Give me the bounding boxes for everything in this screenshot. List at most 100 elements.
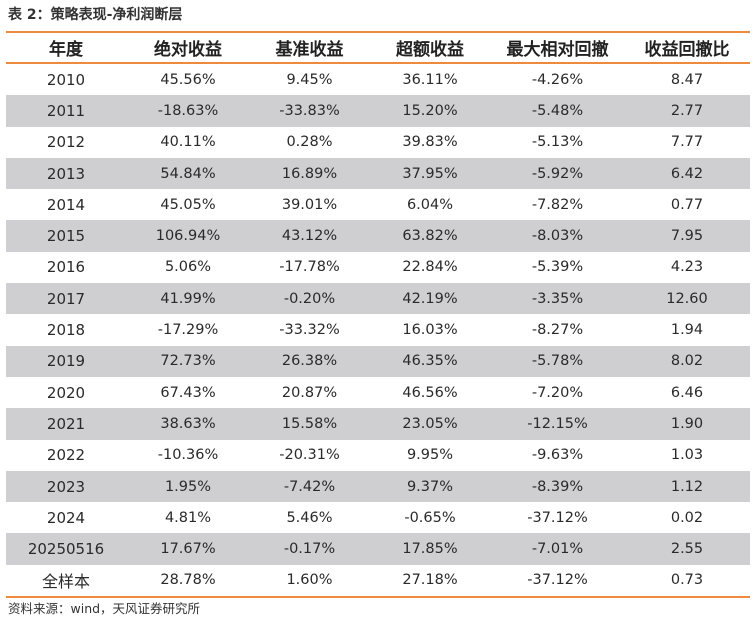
cell-max-relative-drawdown: -5.48% [491,95,624,127]
cell-max-relative-drawdown: -12.15% [491,408,624,440]
cell-year: 2012 [46,133,86,152]
cell-benchmark-return: 43.12% [250,220,369,252]
cell-year: 2011 [6,95,126,127]
cell-benchmark-return: -0.17% [250,533,369,565]
cell-max-relative-drawdown: -7.82% [531,196,584,213]
cell-year: 2014 [46,195,86,214]
cell-excess-return: 27.18% [369,564,491,599]
cell-max-relative-drawdown: -8.27% [531,322,584,339]
table-row: 2015 106.94% 43.12% 63.82% -8.03% 7.95 [6,220,750,252]
cell-return-drawdown-ratio: 6.46 [670,384,704,401]
cell-return-drawdown-ratio: 8.47 [670,71,704,88]
cell-year: 2016 [46,258,86,277]
table-row: 2012 40.11% 0.28% 39.83% -5.13% 7.77 [6,127,750,158]
cell-absolute-return: 28.78% [126,564,250,599]
cell-year: 2024 [46,508,86,527]
cell-year: 20250516 [6,533,126,565]
table-row: 2018 -17.29% -33.32% 16.03% -8.27% 1.94 [6,314,750,345]
cell-return-drawdown-ratio: 0.73 [624,564,750,599]
cell-year: 2010 [46,70,86,89]
cell-return-drawdown-ratio: 2.77 [624,95,750,127]
header-excess-return: 超额收益 [369,33,491,64]
cell-absolute-return: 72.73% [126,345,250,377]
cell-return-drawdown-ratio: 4.23 [670,259,704,276]
cell-benchmark-return: 9.45% [286,71,333,88]
cell-excess-return: 39.83% [402,134,458,151]
cell-year: 2021 [6,408,126,440]
cell-excess-return: 46.56% [402,384,458,401]
header-row: 年度 绝对收益 基准收益 超额收益 最大相对回撤 收益回撤比 [6,33,750,64]
cell-excess-return: 46.35% [369,345,491,377]
header-return-drawdown-ratio: 收益回撤比 [624,33,750,64]
header-absolute-return: 绝对收益 [126,33,250,64]
cell-benchmark-return: -7.42% [250,470,369,503]
cell-year: 2013 [6,157,126,190]
table-row: 2024 4.81% 5.46% -0.65% -37.12% 0.02 [6,502,750,533]
cell-absolute-return: 1.95% [126,470,250,503]
cell-absolute-return: 45.56% [160,71,216,88]
cell-absolute-return: 41.99% [126,283,250,315]
cell-return-drawdown-ratio: 1.90 [624,408,750,440]
cell-excess-return: 9.37% [369,470,491,503]
cell-excess-return: 15.20% [369,95,491,127]
cell-max-relative-drawdown: -5.92% [491,157,624,190]
table-row: 全样本 28.78% 1.60% 27.18% -37.12% 0.73 [6,564,750,599]
cell-return-drawdown-ratio: 1.94 [670,322,704,339]
cell-benchmark-return: 20.87% [281,384,338,401]
cell-max-relative-drawdown: -37.12% [491,564,624,599]
table-row: 2017 41.99% -0.20% 42.19% -3.35% 12.60 [6,283,750,315]
cell-excess-return: 17.85% [369,533,491,565]
cell-max-relative-drawdown: -5.39% [531,259,584,276]
cell-excess-return: 37.95% [369,157,491,190]
header-benchmark-return: 基准收益 [250,33,369,64]
cell-benchmark-return: 26.38% [250,345,369,377]
cell-max-relative-drawdown: -3.35% [491,283,624,315]
cell-benchmark-return: 16.89% [250,157,369,190]
cell-excess-return: 23.05% [369,408,491,440]
cell-year: 2022 [46,446,86,465]
table-row: 2016 5.06% -17.78% 22.84% -5.39% 4.23 [6,252,750,283]
header-max-relative-drawdown: 最大相对回撤 [491,33,624,64]
cell-excess-return: 42.19% [369,283,491,315]
source-note: 资料来源：wind，天风证券研究所 [8,601,201,616]
table-row: 20250516 17.67% -0.17% 17.85% -7.01% 2.55 [6,533,750,565]
cell-absolute-return: 17.67% [126,533,250,565]
cell-excess-return: 6.04% [406,196,454,213]
cell-absolute-return: -17.29% [157,322,219,339]
table-row: 2019 72.73% 26.38% 46.35% -5.78% 8.02 [6,345,750,377]
cell-absolute-return: 38.63% [126,408,250,440]
cell-year: 2018 [46,321,86,340]
cell-benchmark-return: -0.20% [250,283,369,315]
cell-year: 2020 [46,383,86,402]
cell-max-relative-drawdown: -5.13% [531,134,584,151]
cell-excess-return: -0.65% [404,509,456,526]
cell-benchmark-return: -33.32% [279,322,340,339]
cell-max-relative-drawdown: -8.39% [491,470,624,503]
header-year: 年度 [6,33,126,64]
cell-absolute-return: -18.63% [126,95,250,127]
cell-benchmark-return: 15.58% [250,408,369,440]
performance-table: 年度 绝对收益 基准收益 超额收益 最大相对回撤 收益回撤比 2010 45.56… [6,33,750,599]
cell-absolute-return: 67.43% [160,384,216,401]
table-row: 2013 54.84% 16.89% 37.95% -5.92% 6.42 [6,157,750,190]
cell-max-relative-drawdown: -9.63% [531,447,584,464]
cell-return-drawdown-ratio: 1.03 [670,447,704,464]
cell-return-drawdown-ratio: 8.02 [624,345,750,377]
cell-return-drawdown-ratio: 7.95 [624,220,750,252]
cell-year: 2017 [6,283,126,315]
cell-max-relative-drawdown: -37.12% [527,509,588,526]
cell-excess-return: 22.84% [402,259,458,276]
cell-absolute-return: 106.94% [126,220,250,252]
cell-return-drawdown-ratio: 7.77 [670,134,704,151]
cell-absolute-return: 54.84% [126,157,250,190]
cell-excess-return: 16.03% [402,322,458,339]
cell-return-drawdown-ratio: 1.12 [624,470,750,503]
table-row: 2014 45.05% 39.01% 6.04% -7.82% 0.77 [6,189,750,220]
cell-excess-return: 63.82% [369,220,491,252]
cell-max-relative-drawdown: -7.01% [491,533,624,565]
table-row: 2023 1.95% -7.42% 9.37% -8.39% 1.12 [6,470,750,503]
cell-return-drawdown-ratio: 0.02 [670,509,704,526]
table-row: 2011 -18.63% -33.83% 15.20% -5.48% 2.77 [6,95,750,127]
cell-benchmark-return: 1.60% [250,564,369,599]
table-row: 2022 -10.36% -20.31% 9.95% -9.63% 1.03 [6,440,750,471]
